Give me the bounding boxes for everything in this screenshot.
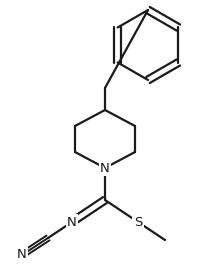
Text: S: S [134,215,142,228]
Text: N: N [100,162,110,175]
Text: N: N [17,249,27,261]
Text: N: N [67,215,77,228]
